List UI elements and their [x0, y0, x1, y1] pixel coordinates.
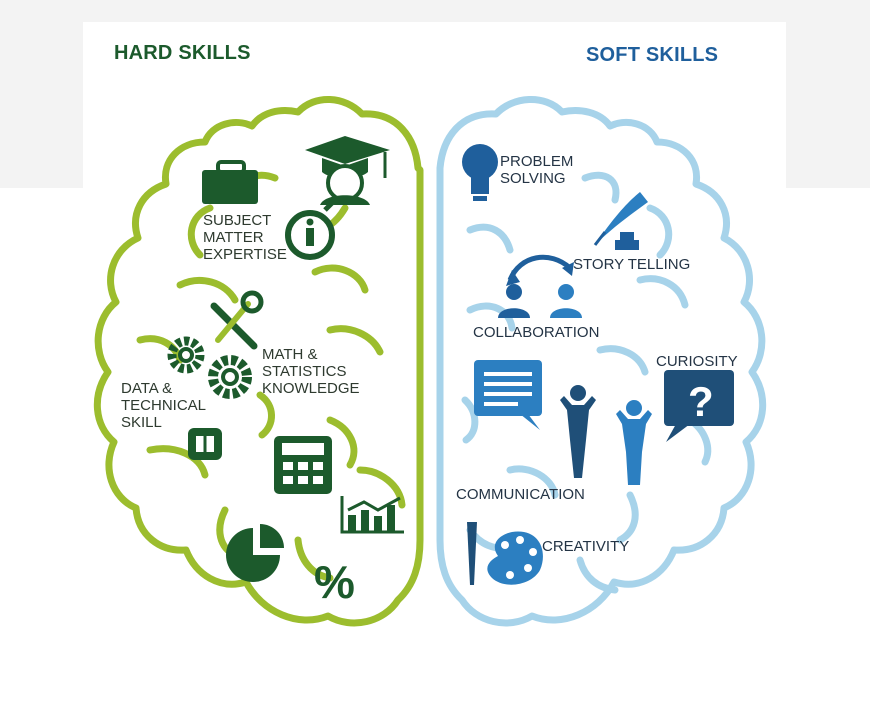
gears-icon [167, 336, 252, 399]
label-math-statistics: MATH & STATISTICS KNOWLEDGE [262, 346, 360, 397]
left-hemisphere [93, 96, 424, 627]
info-icon [285, 198, 337, 260]
graduation-cap-icon [305, 136, 390, 205]
label-story-telling: STORY TELLING [573, 256, 691, 273]
bar-chart-icon [340, 496, 404, 534]
palette-icon [467, 522, 543, 585]
label-curiosity: CURIOSITY [656, 353, 738, 370]
label-creativity: CREATIVITY [542, 538, 630, 555]
chip-icon [188, 428, 222, 460]
collaboration-icon [498, 254, 582, 318]
lightbulb-icon [462, 144, 498, 201]
speech-bubble-icon [474, 360, 542, 430]
label-data-technical: DATA & TECHNICAL SKILL [121, 380, 207, 431]
quill-icon [593, 192, 648, 250]
label-communication: COMMUNICATION [456, 486, 585, 503]
header-card [83, 22, 786, 188]
label-collaboration: COLLABORATION [473, 324, 600, 341]
hard-skills-title: HARD SKILLS [114, 42, 251, 64]
label-subject-matter: SUBJECT MATTER EXPERTISE [203, 212, 287, 263]
soft-skills-title: SOFT SKILLS [586, 44, 719, 66]
question-mark: ? [688, 378, 714, 425]
pie-chart-icon [226, 524, 284, 582]
briefcase-icon [202, 160, 258, 204]
percent-icon: % [314, 556, 355, 608]
calculator-icon [274, 436, 332, 494]
people-icon [560, 385, 652, 485]
question-bubble-icon: ? [664, 370, 734, 442]
tools-icon [210, 290, 264, 350]
label-problem-solving: PROBLEM SOLVING [500, 153, 574, 187]
